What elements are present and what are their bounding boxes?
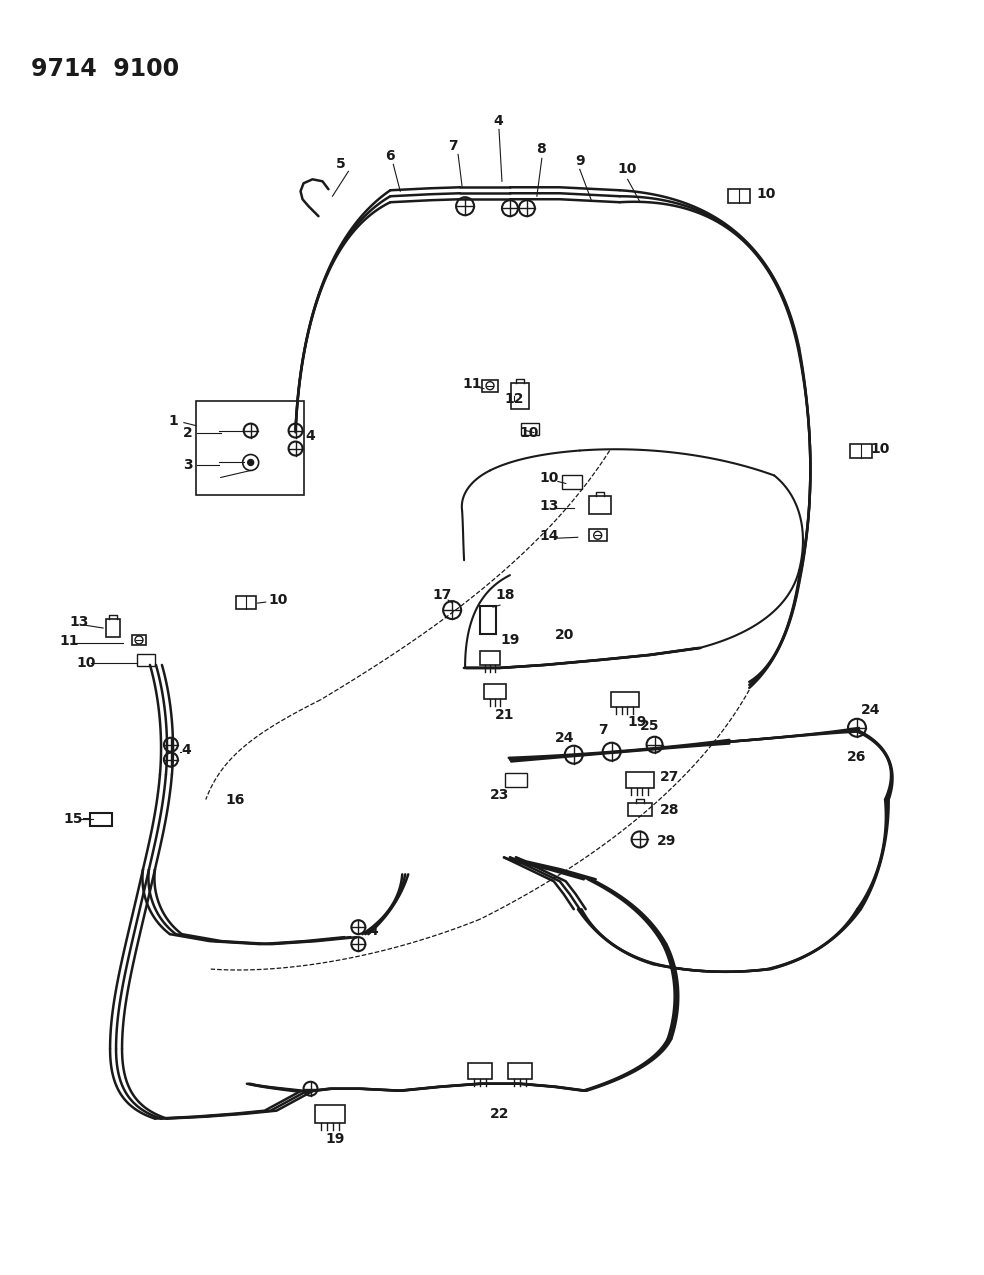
- Text: 18: 18: [495, 588, 515, 602]
- Bar: [468, 1063, 492, 1079]
- Text: 10: 10: [540, 472, 559, 486]
- Bar: [480, 606, 496, 634]
- Bar: [196, 400, 303, 496]
- Text: 9: 9: [575, 154, 584, 168]
- Text: 7: 7: [448, 139, 458, 153]
- Text: 21: 21: [495, 708, 515, 722]
- Text: 22: 22: [490, 1107, 510, 1121]
- Bar: [521, 422, 539, 435]
- Bar: [480, 652, 500, 666]
- Text: 4: 4: [493, 115, 503, 129]
- Text: 3: 3: [183, 459, 193, 473]
- Bar: [132, 635, 146, 645]
- Circle shape: [248, 459, 254, 465]
- Text: 19: 19: [628, 715, 647, 729]
- Text: 4: 4: [305, 428, 315, 442]
- Text: 10: 10: [618, 162, 637, 176]
- Text: 11: 11: [59, 634, 79, 648]
- Text: 27: 27: [659, 770, 679, 784]
- Bar: [611, 692, 639, 708]
- Text: 6: 6: [386, 149, 395, 163]
- Text: 1: 1: [169, 413, 179, 427]
- Text: 9714  9100: 9714 9100: [31, 56, 179, 80]
- Bar: [562, 476, 582, 490]
- Bar: [588, 496, 611, 514]
- Text: 10: 10: [871, 441, 891, 455]
- Text: 19: 19: [500, 632, 520, 646]
- Text: 8: 8: [536, 143, 545, 157]
- Bar: [236, 595, 256, 608]
- Text: 14: 14: [540, 529, 559, 543]
- Bar: [316, 1104, 345, 1122]
- Text: 15: 15: [63, 812, 83, 826]
- Text: 11: 11: [462, 376, 481, 390]
- Text: 10: 10: [757, 187, 775, 201]
- Bar: [511, 382, 528, 409]
- Bar: [505, 773, 526, 787]
- Text: 29: 29: [656, 834, 676, 848]
- Text: 5: 5: [336, 157, 345, 171]
- Text: 4: 4: [368, 924, 378, 938]
- Text: 26: 26: [847, 750, 866, 764]
- Text: 23: 23: [490, 788, 510, 802]
- Bar: [482, 380, 498, 391]
- Text: 13: 13: [69, 615, 89, 629]
- Text: 19: 19: [326, 1132, 344, 1145]
- Text: 20: 20: [555, 629, 575, 643]
- Text: 12: 12: [504, 391, 523, 405]
- Text: 10: 10: [520, 426, 539, 440]
- Text: 25: 25: [640, 719, 659, 733]
- Bar: [728, 189, 750, 203]
- Bar: [626, 771, 653, 788]
- Text: 13: 13: [540, 500, 559, 514]
- Text: 10: 10: [76, 655, 95, 669]
- Text: 2: 2: [183, 426, 193, 440]
- Text: 7: 7: [597, 723, 607, 737]
- Bar: [508, 1063, 532, 1079]
- Bar: [137, 654, 154, 666]
- Text: 24: 24: [555, 731, 575, 745]
- Text: 10: 10: [269, 593, 288, 607]
- Text: 16: 16: [225, 793, 245, 807]
- Bar: [850, 444, 872, 458]
- Bar: [484, 685, 506, 699]
- Bar: [91, 812, 112, 826]
- Text: 24: 24: [861, 703, 881, 717]
- Text: 4: 4: [181, 742, 191, 756]
- Bar: [106, 620, 120, 638]
- Text: 17: 17: [432, 588, 452, 602]
- Bar: [588, 529, 607, 542]
- Text: 28: 28: [659, 802, 679, 816]
- Bar: [628, 802, 651, 816]
